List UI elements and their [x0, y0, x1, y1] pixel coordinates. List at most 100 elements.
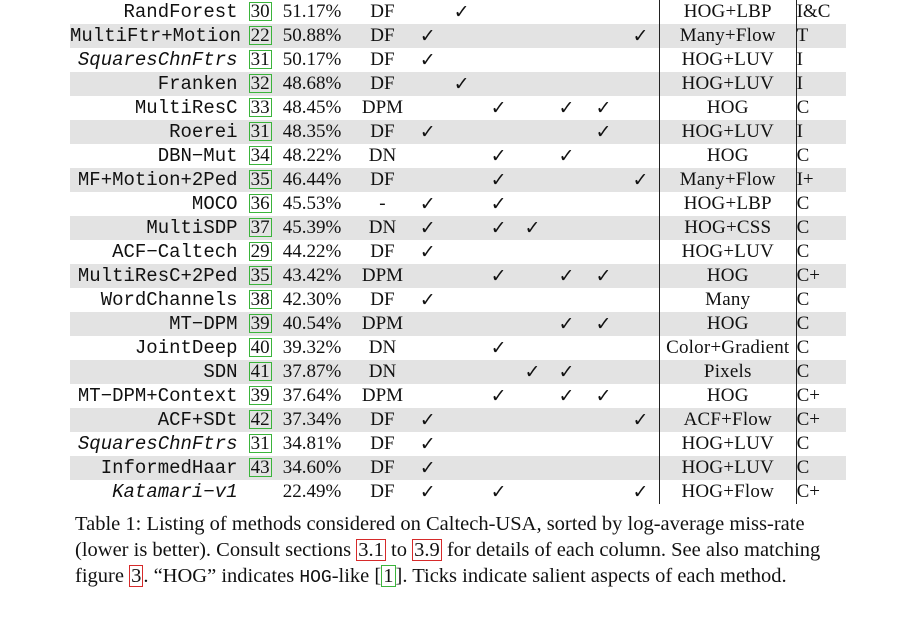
- features-cell: Pixels: [658, 360, 797, 384]
- check-mark-cell: [412, 312, 444, 336]
- citation-ref-link[interactable]: 30: [248, 1, 272, 22]
- citation-ref-link[interactable]: 34: [248, 145, 272, 166]
- check-mark-cell: ✓: [419, 193, 436, 215]
- citation-ref-link[interactable]: 41: [248, 361, 272, 382]
- classifier-cell: DF: [370, 1, 395, 22]
- classifier-cell: DN: [368, 145, 397, 166]
- training-data-cell: C+: [796, 481, 820, 502]
- miss-rate-cell: 34.81%: [282, 433, 342, 454]
- features-cell: Many+Flow: [658, 24, 797, 48]
- check-mark-cell: [585, 336, 622, 360]
- citation-ref-link[interactable]: 33: [248, 97, 272, 118]
- check-mark-cell: ✓: [412, 120, 444, 144]
- citation-cell: 35: [237, 264, 283, 288]
- citation-ref-link[interactable]: 32: [248, 73, 272, 94]
- citation-ref-link[interactable]: 1: [381, 565, 396, 587]
- check-mark-cell: ✓: [412, 216, 444, 240]
- miss-rate-cell: 39.32%: [282, 337, 342, 358]
- classifier-cell: DF: [370, 433, 395, 454]
- caption-text-4: . “HOG” indicates: [143, 565, 300, 587]
- method-name: InformedHaar: [100, 457, 238, 479]
- citation-ref-link[interactable]: 31: [248, 49, 272, 70]
- method-name: MT−DPM: [169, 313, 238, 335]
- method-name-cell: Katamari−v1: [70, 480, 237, 504]
- check-mark-cell: [480, 360, 518, 384]
- check-mark-cell: [517, 192, 548, 216]
- check-mark-cell: [480, 120, 518, 144]
- check-mark-cell: [622, 384, 660, 408]
- citation-ref-link[interactable]: 40: [248, 337, 272, 358]
- citation-ref-link[interactable]: 31: [248, 433, 272, 454]
- citation-cell: 29: [238, 240, 283, 264]
- citation-ref-link[interactable]: 31: [248, 121, 272, 142]
- citation-ref-link[interactable]: 22: [248, 25, 272, 46]
- classifier-cell: DN: [352, 216, 413, 240]
- check-mark-cell: [412, 96, 443, 120]
- citation-ref-link[interactable]: 38: [248, 289, 272, 310]
- features-cell: HOG+Flow: [658, 480, 797, 504]
- table-row: MT−DPM 39 40.54% DPM ✓ ✓ HOG C: [70, 312, 846, 336]
- figure-ref-link[interactable]: 3: [129, 565, 144, 587]
- citation-ref-link[interactable]: 36: [248, 193, 272, 214]
- check-mark-cell: [585, 48, 622, 72]
- check-mark-cell: ✓: [621, 168, 660, 192]
- check-mark-cell: [517, 456, 548, 480]
- citation-ref-link[interactable]: 42: [248, 409, 272, 430]
- check-mark-cell: [517, 336, 548, 360]
- check-mark-cell: [480, 0, 517, 24]
- check-mark-cell: [443, 48, 480, 72]
- check-mark-cell: ✓: [558, 385, 575, 407]
- features-cell: Many+Flow: [658, 168, 797, 192]
- citation-ref-link[interactable]: 39: [248, 313, 272, 334]
- check-mark-cell: ✓: [621, 408, 660, 432]
- method-name: JointDeep: [134, 337, 238, 359]
- method-name-cell: SquaresChnFtrs: [70, 432, 238, 456]
- check-mark-cell: [443, 264, 481, 288]
- citation-ref-link[interactable]: 29: [248, 241, 272, 262]
- check-mark-cell: [547, 72, 585, 96]
- check-mark-cell: ✓: [621, 24, 660, 48]
- check-mark-cell: [443, 144, 480, 168]
- citation-cell: 36: [238, 192, 283, 216]
- section-ref-link[interactable]: 3.9: [412, 539, 442, 561]
- check-mark-cell: [548, 336, 585, 360]
- check-mark-cell: [621, 456, 660, 480]
- classifier-cell: DF: [352, 72, 413, 96]
- check-mark-cell: ✓: [584, 120, 622, 144]
- check-mark-cell: [621, 216, 660, 240]
- citation-ref-link[interactable]: 35: [248, 265, 272, 286]
- check-mark-cell: [517, 264, 548, 288]
- miss-rate-cell: 50.17%: [282, 49, 342, 70]
- check-mark-cell: [443, 432, 480, 456]
- check-mark-cell: [517, 24, 548, 48]
- check-mark-cell: [443, 192, 480, 216]
- check-mark-cell: ✓: [558, 145, 575, 167]
- citation-ref-link[interactable]: 37: [248, 217, 272, 238]
- check-mark-cell: [584, 360, 622, 384]
- features-cell: HOG+LUV: [658, 72, 797, 96]
- method-name-cell: WordChannels: [70, 288, 238, 312]
- check-mark-cell: [480, 24, 518, 48]
- features-cell: HOG: [658, 96, 797, 120]
- table-row: SquaresChnFtrs 31 34.81% DF ✓ HOG+LUV C: [70, 432, 846, 456]
- check-mark-cell: [584, 456, 622, 480]
- training-data-cell: I: [796, 120, 846, 144]
- check-mark-cell: [585, 192, 622, 216]
- section-ref-link[interactable]: 3.1: [356, 539, 386, 561]
- method-name-cell: MultiResC: [70, 96, 238, 120]
- classifier-cell: DF: [352, 120, 413, 144]
- check-mark-cell: [443, 96, 480, 120]
- citation-ref-link[interactable]: 43: [248, 457, 272, 478]
- citation-cell: 34: [238, 144, 283, 168]
- citation-ref-link[interactable]: 35: [248, 169, 272, 190]
- citation-ref-link[interactable]: 39: [248, 385, 272, 406]
- method-name-cell: MT−DPM: [70, 312, 238, 336]
- check-mark-cell: [443, 168, 481, 192]
- check-mark-cell: ✓: [443, 72, 481, 96]
- training-data-cell: C: [796, 216, 846, 240]
- citation-cell: 31: [238, 432, 283, 456]
- check-mark-cell: ✓: [517, 360, 548, 384]
- features-cell: HOG+CSS: [658, 216, 797, 240]
- check-mark-cell: [585, 240, 622, 264]
- check-mark-cell: [517, 240, 548, 264]
